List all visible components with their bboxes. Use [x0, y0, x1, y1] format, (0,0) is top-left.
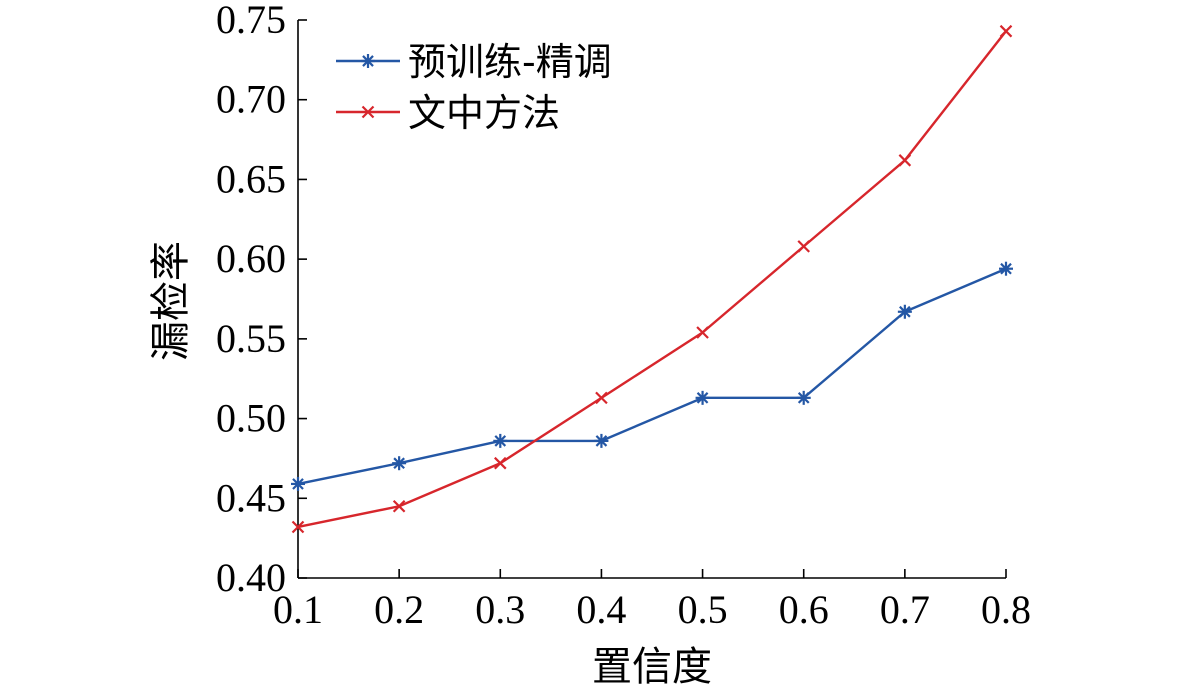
x-marker	[898, 154, 912, 167]
asterisk-marker	[796, 390, 811, 405]
x-tick-label: 0.7	[880, 587, 930, 632]
y-tick-label: 0.50	[216, 396, 286, 441]
x-tick-label: 0.5	[678, 587, 728, 632]
y-tick-label: 0.70	[216, 77, 286, 122]
legend-item: 预训练-精调	[336, 40, 612, 84]
asterisk-marker	[897, 304, 912, 319]
x-marker	[392, 499, 406, 513]
y-tick-label: 0.60	[216, 236, 286, 281]
x-axis-title: 置信度	[592, 644, 712, 690]
axes	[297, 20, 1006, 579]
series-line	[297, 30, 1007, 529]
x-marker	[797, 240, 810, 253]
x-marker	[999, 24, 1013, 38]
y-tick-label: 0.40	[216, 555, 286, 600]
y-axis-title: 漏检率	[148, 241, 194, 361]
series-0	[291, 261, 1013, 491]
y-tick-label: 0.55	[216, 316, 286, 361]
legend-label: 预训练-精调	[408, 40, 612, 84]
series-1	[291, 24, 1013, 534]
asterisk-marker	[695, 390, 710, 405]
asterisk-marker	[392, 456, 407, 471]
asterisk-marker	[291, 476, 305, 491]
asterisk-marker	[361, 54, 375, 68]
x-tick-label: 0.1	[273, 587, 323, 632]
asterisk-marker	[594, 433, 609, 448]
y-tick-label: 0.45	[216, 475, 286, 520]
x-tick-label: 0.6	[779, 587, 829, 632]
asterisk-marker	[999, 261, 1013, 276]
asterisk-marker	[493, 433, 508, 448]
y-tick-label: 0.75	[216, 0, 286, 42]
x-marker	[361, 105, 375, 119]
series-layer	[291, 24, 1013, 534]
x-marker	[595, 391, 608, 405]
x-marker	[291, 520, 305, 534]
legend-item: 文中方法	[336, 91, 560, 135]
x-marker	[696, 326, 709, 339]
y-tick-label: 0.65	[216, 156, 286, 201]
x-tick-label: 0.3	[475, 587, 525, 632]
x-tick-label: 0.8	[981, 587, 1031, 632]
x-marker	[494, 456, 507, 470]
legend-label: 文中方法	[408, 91, 560, 135]
ticks: 0.40 0.45 0.50 0.55 0.60 0.65 0.70 0.75 0.1 0.2 0.…	[216, 0, 1031, 632]
series-line	[297, 267, 1007, 486]
x-tick-label: 0.2	[374, 587, 424, 632]
x-tick-label: 0.4	[576, 587, 626, 632]
